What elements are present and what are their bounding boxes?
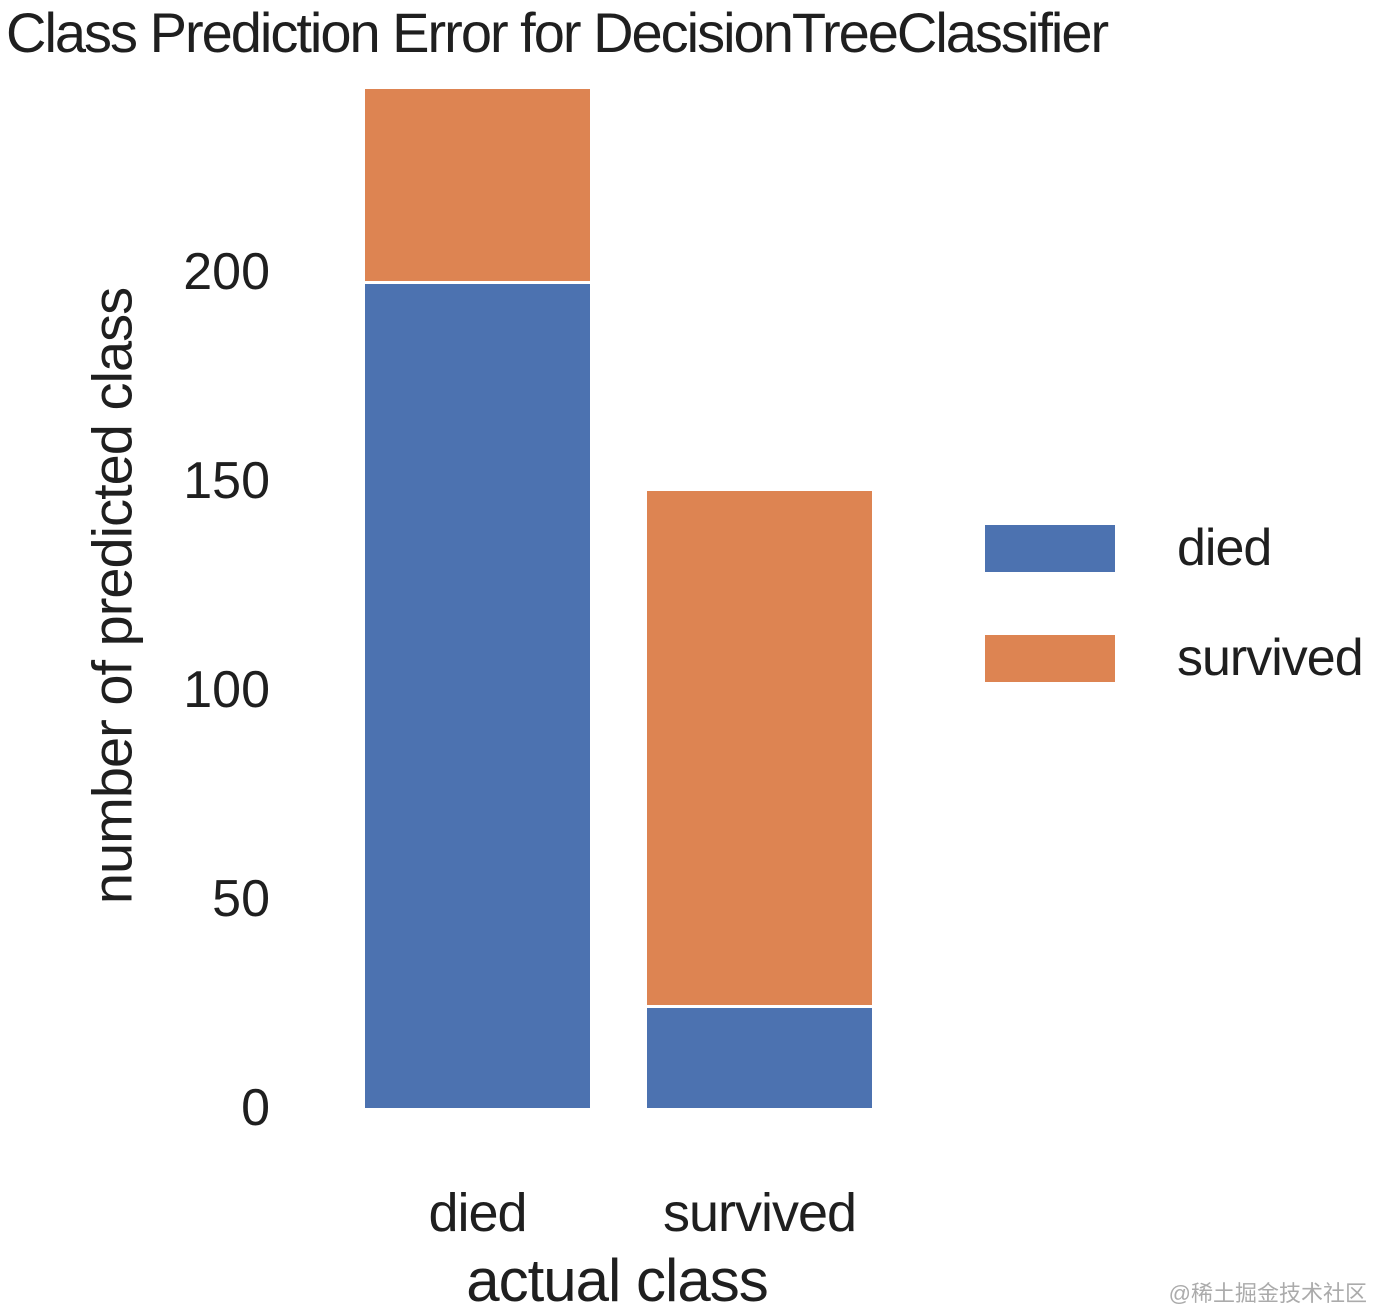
y-tick-label: 0 bbox=[241, 1079, 270, 1137]
x-axis-label: actual class bbox=[466, 1247, 768, 1314]
y-axis-label: number of predicted class bbox=[80, 287, 144, 905]
y-tick-label: 50 bbox=[212, 869, 270, 928]
legend-swatch bbox=[985, 524, 1115, 572]
bar-segment-died-died bbox=[365, 284, 590, 1108]
x-tick-label: survived bbox=[662, 1183, 857, 1243]
legend: died survived bbox=[985, 518, 1364, 688]
legend-label: survived bbox=[1177, 629, 1364, 687]
bar-segment-survived-survived bbox=[647, 490, 872, 1008]
legend-label: died bbox=[1177, 519, 1272, 577]
chart-title: Class Prediction Error for DecisionTreeC… bbox=[6, 1, 1109, 64]
watermark: @稀土掘金技术社区 bbox=[1168, 1281, 1367, 1306]
plot-area bbox=[280, 88, 960, 1108]
y-tick-label: 200 bbox=[183, 242, 270, 301]
y-tick-label: 100 bbox=[183, 660, 270, 719]
legend-swatch bbox=[985, 634, 1115, 682]
bar-segment-died-survived bbox=[365, 89, 590, 285]
legend-item: survived bbox=[985, 628, 1364, 688]
y-tick-label: 150 bbox=[183, 451, 270, 510]
x-tick-label: died bbox=[428, 1183, 527, 1243]
bar-segment-survived-died bbox=[647, 1007, 872, 1108]
legend-item: died bbox=[985, 518, 1363, 578]
